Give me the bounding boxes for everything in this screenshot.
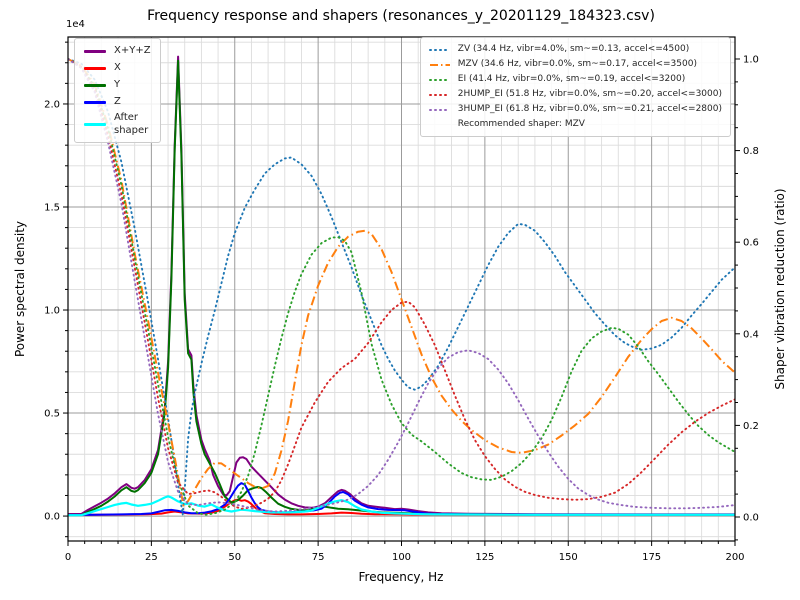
legend-item-label: 3HUMP_EI (61.8 Hz, vibr=0.0%, sm~=0.21, … (457, 104, 722, 115)
legend-item: Recommended shaper: MZV (429, 118, 722, 131)
y-axis-right-label: Shaper vibration reduction (ratio) (773, 188, 787, 390)
y-left-tick-label: 0.5 (44, 409, 60, 420)
y-right-tick-label: 0.8 (743, 146, 759, 157)
y-right-tick-label: 1.0 (743, 54, 759, 65)
x-tick-label: 175 (642, 552, 661, 563)
curve-x-y-z (68, 55, 735, 516)
legend-item: X+Y+Z (84, 44, 151, 58)
y-left-tick-label: 0.0 (44, 512, 60, 523)
x-tick-label: 25 (145, 552, 158, 563)
curve-ei (68, 58, 735, 516)
legend-item: Y (84, 78, 151, 92)
legend-item-label: X (114, 61, 121, 73)
curve-y (68, 59, 735, 516)
legend-line-swatch (428, 93, 451, 96)
x-tick-label: 50 (228, 552, 241, 563)
x-tick-label: 150 (559, 552, 578, 563)
y-right-tick-label: 0.4 (743, 329, 759, 340)
legend-item: Z (84, 95, 151, 109)
y-right-tick-label: 0.2 (743, 421, 759, 432)
legend-line-swatch (428, 78, 451, 81)
y-left-tick-label: 2.0 (44, 99, 60, 110)
curve-x (68, 498, 735, 516)
legend-item: 3HUMP_EI (61.8 Hz, vibr=0.0%, sm~=0.21, … (428, 103, 722, 116)
curve-zv (68, 58, 735, 516)
legend-line-swatch (84, 83, 106, 87)
legend-line-swatch (429, 63, 450, 66)
legend-line-swatch (84, 100, 106, 104)
legend-item-label: X+Y+Z (114, 44, 151, 56)
y-right-tick-label: 0.0 (743, 513, 759, 524)
legend-item: After shaper (84, 112, 151, 137)
curve-mzv (68, 58, 735, 507)
curve-2hump-ei (68, 58, 735, 510)
x-tick-label: 200 (725, 552, 744, 563)
x-tick-label: 125 (475, 552, 494, 563)
legend-item-label: Z (114, 95, 121, 107)
legend-item-label: ZV (34.4 Hz, vibr=4.0%, sm~=0.13, accel<… (457, 44, 690, 55)
curves (68, 55, 735, 517)
legend-line-swatch (428, 108, 451, 111)
legend-line-swatch (84, 66, 106, 70)
curve-after-shaper (68, 495, 735, 517)
legend-item-label: EI (41.4 Hz, vibr=0.0%, sm~=0.19, accel<… (457, 74, 686, 85)
legend-item: ZV (34.4 Hz, vibr=4.0%, sm~=0.13, accel<… (428, 43, 722, 56)
legend-psd: X+Y+Z X Y Z After shaper (74, 38, 161, 143)
chart-title: Frequency response and shapers (resonanc… (147, 8, 655, 24)
y-axis-left-label: Power spectral density (13, 220, 27, 358)
legend-item-label: MZV (34.6 Hz, vibr=0.0%, sm~=0.17, accel… (457, 59, 697, 70)
legend-item-label: After shaper (114, 112, 149, 136)
curve-3hump-ei (68, 58, 735, 513)
legend-item: X (84, 61, 151, 75)
y-left-tick-label: 1.5 (44, 202, 60, 213)
tick-labels: 0 25 50 75 100 125 150 175 200 0.0 0.5 1.0 1.5 2.0 0.0… (44, 54, 759, 563)
legend-line-swatch (428, 48, 451, 51)
x-axis-label: Frequency, Hz (358, 570, 444, 584)
x-tick-label: 75 (312, 552, 325, 563)
y-axis-offset-label: 1e4 (66, 19, 85, 30)
legend-item: MZV (34.6 Hz, vibr=0.0%, sm~=0.17, accel… (429, 58, 722, 71)
plot-frame (67, 36, 736, 542)
legend-item: EI (41.4 Hz, vibr=0.0%, sm~=0.19, accel<… (428, 73, 722, 86)
legend-line-swatch (84, 49, 106, 53)
x-tick-label: 100 (392, 552, 411, 563)
legend-item-label: 2HUMP_EI (51.8 Hz, vibr=0.0%, sm~=0.20, … (457, 89, 722, 100)
x-tick-label: 0 (65, 552, 71, 563)
legend-item: 2HUMP_EI (51.8 Hz, vibr=0.0%, sm~=0.20, … (428, 88, 722, 101)
y-right-tick-label: 0.6 (743, 238, 759, 249)
legend-line-swatch (84, 123, 106, 126)
legend-shapers: ZV (34.4 Hz, vibr=4.0%, sm~=0.13, accel<… (419, 37, 731, 137)
y-left-tick-label: 1.0 (44, 306, 60, 317)
legend-item-label: Y (114, 78, 121, 90)
legend-item-label: Recommended shaper: MZV (457, 119, 585, 130)
